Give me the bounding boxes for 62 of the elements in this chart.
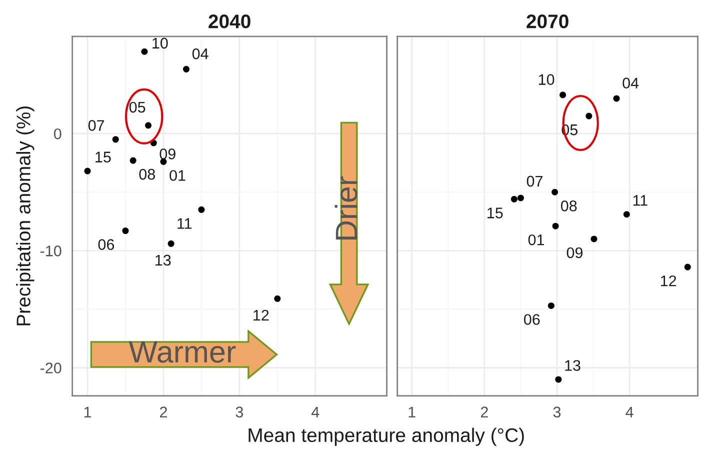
point [590,236,598,242]
point [613,95,620,102]
annotation: 13 [156,254,171,266]
annotation: 09 [566,247,582,258]
point [623,211,630,218]
x-tick-label: 2 [480,406,488,418]
annotation: 15 [488,208,503,218]
point [122,228,129,234]
annotation: 10 [152,38,168,49]
y-tick-label: -10 [40,246,62,256]
annotation: 01 [528,234,544,246]
annotation: 06 [524,314,540,325]
annotation: 15 [96,152,111,162]
point [112,136,119,143]
x-tick-label: 3 [236,406,244,418]
x-tick-label: 2 [160,406,167,418]
annotation: 08 [560,200,577,212]
x-tick-label: 1 [408,406,416,418]
annotation: 08 [139,168,155,180]
annotation: 13 [565,360,580,371]
point [182,66,190,72]
point [548,302,554,309]
annotation: 12 [661,275,676,286]
point [560,92,566,98]
x-axis-title: Mean temperature anomaly (°C) [248,428,524,446]
y-axis-title: Precipitation anomaly (%) [16,106,34,326]
annotation: 11 [633,195,648,206]
x-tick-label: 1 [84,406,91,418]
x-tick-label: 3 [553,406,561,418]
point [145,122,152,129]
point [274,295,281,302]
annotation: 11 [178,218,192,229]
point [552,222,559,230]
point [130,157,136,164]
x-tick-label: 4 [626,406,634,418]
point [141,48,148,55]
annotation: 12 [254,310,269,320]
point [552,188,558,196]
point [84,168,91,174]
point [517,194,524,202]
annotation: 04 [622,78,639,88]
y-tick-label: 0 [54,128,62,140]
annotation: Drier [334,176,358,240]
point [168,240,174,247]
point [510,196,518,202]
y-tick-label: -20 [40,362,62,374]
annotation: 05 [129,102,146,113]
chart-title: 2040 [208,14,250,28]
point [684,264,691,270]
annotation: 06 [98,239,114,250]
chart-title: 2070 [526,14,568,28]
annotation: 09 [160,148,176,160]
point [198,206,205,213]
point [586,112,592,120]
annotation: 01 [170,170,186,181]
annotation: 07 [88,120,104,131]
point [555,376,562,383]
x-tick-label: 4 [312,406,320,418]
annotation: 10 [538,74,554,85]
annotation: 07 [526,176,542,187]
annotation: Warmer [128,341,236,363]
annotation: 04 [192,48,208,60]
